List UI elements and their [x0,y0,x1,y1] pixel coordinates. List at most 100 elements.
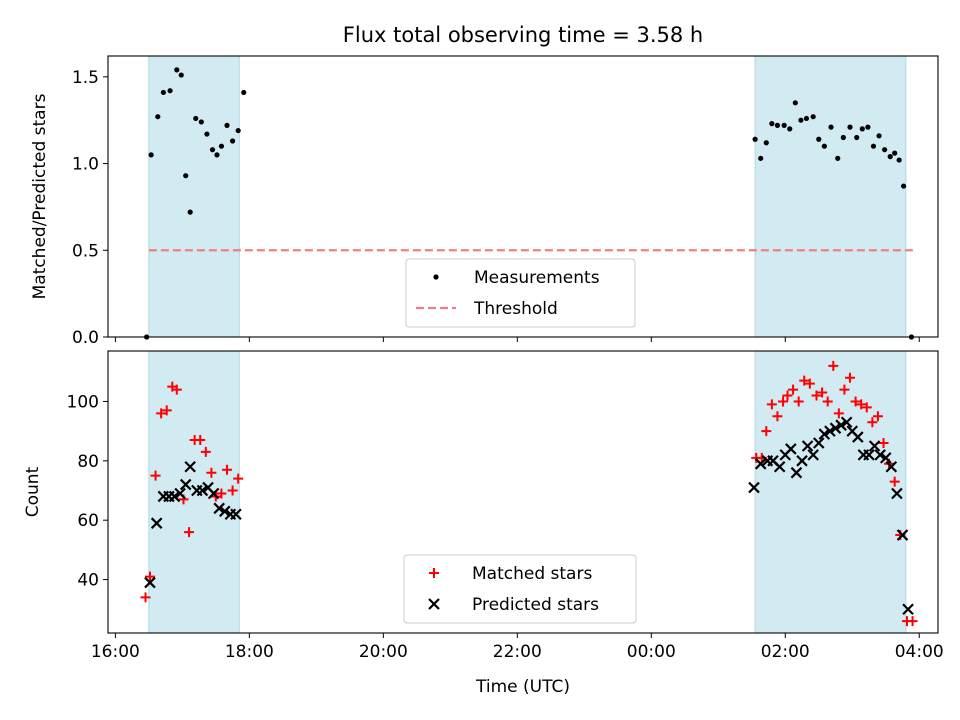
measurement-point [230,138,236,144]
predicted-star-point [174,487,186,500]
predicted-star-point [874,449,886,461]
measurement-point [803,115,810,122]
measurement-point [821,143,827,149]
predicted-star-point [428,598,440,610]
measurement-point [828,124,834,130]
predicted-star-point [829,422,842,434]
predicted-star-point [785,443,797,455]
measurement-point [854,134,860,141]
matched-star-point [761,426,772,437]
matched-star-point [782,390,793,401]
matched-star-point [195,435,206,446]
predicted-star-point [896,529,909,541]
matched-star-point [839,384,850,395]
measurement-point [198,119,204,125]
predicted-star-point [818,428,831,440]
observing-window-shade [754,55,907,338]
legend: Measurements Threshold [405,258,636,328]
matched-star-point [907,616,918,627]
predicted-star-point [748,481,760,494]
x-tick-label: 18:00 [225,642,274,662]
predicted-star-point [773,460,786,473]
y-tick-label: 1.5 [72,68,99,88]
measurement-point [847,124,853,130]
matched-star-point [144,571,155,582]
measurement-point [224,122,230,128]
matched-star-point [429,568,439,578]
predicted-star-point [196,484,209,497]
predicted-star-point [790,466,803,479]
matched-star-point [156,408,167,419]
measurement-point [882,147,888,153]
measurement-point [865,124,871,130]
matched-star-point [233,473,244,484]
x-tick-label: 16:00 [91,642,140,662]
matched-star-point [845,372,856,383]
measurement-point [148,152,154,158]
measurement-point [204,131,210,137]
legend: Matched stars Predicted stars [403,554,637,624]
measurement-point [859,126,865,132]
measurement-point [887,154,893,160]
measurement-point [183,173,189,179]
measurement-point [752,136,758,142]
y-tick-label: 0.5 [72,241,99,261]
predicted-star-point [213,502,225,515]
matched-star-point [778,396,789,407]
measurement-point [840,134,846,141]
matched-star-point [817,387,828,398]
measurement-point [218,143,225,149]
measurement-point [763,140,769,146]
predicted-star-point [801,440,814,452]
measurement-point [241,89,247,96]
predicted-star-point [812,437,825,449]
measurement-point [178,72,184,78]
measurement-point [214,152,220,158]
predicted-star-point [219,505,231,518]
observing-window-shade [148,55,240,338]
measurement-point [810,114,816,120]
legend-entry: Predicted stars [472,595,599,615]
measurement-point [174,67,180,73]
measurement-point [769,121,775,127]
measurement-point [193,115,199,122]
matched-star-point [184,527,195,538]
predicted-star-point [879,452,892,464]
predicted-star-point [902,603,914,616]
measurement-point [167,88,173,94]
matched-star-point [799,375,810,386]
ratio-panel: 0.0 0.5 1.0 1.5 Matched/Predicted stars Flux … [30,23,939,348]
measurement-point [901,183,907,189]
legend-entry: Matched stars [472,564,592,584]
x-tick-label: 00:00 [627,642,676,662]
y-tick-label: 80 [77,452,99,472]
predicted-star-point [150,517,163,529]
measurement-point [209,147,216,153]
matched-star-point [822,396,833,407]
y-tick-label: 1.0 [72,155,99,175]
x-tick-label: 02:00 [761,642,810,662]
y-axis-label: Count [23,466,43,517]
predicted-star-point [796,455,808,467]
matched-star-point [889,476,900,487]
x-tick-label: 22:00 [493,642,542,662]
predicted-star-point [144,576,156,589]
legend-entry: Threshold [473,299,558,319]
axes-frame [107,55,939,338]
x-tick-label: 04:00 [895,642,944,662]
measurement-point [433,274,439,280]
x-tick-label: 20:00 [359,642,408,662]
y-tick-label: 40 [77,571,99,591]
matched-star-point [833,408,844,419]
chart-title: Flux total observing time = 3.58 h [343,23,703,47]
matched-star-point [216,488,227,499]
measurement-point [774,122,781,128]
x-axis-label: Time (UTC) [475,677,570,697]
measurement-point [160,89,166,96]
predicted-star-point [807,449,819,461]
matched-star-point [811,390,822,401]
measurement-point [896,157,902,163]
matched-star-point [200,446,211,457]
measurement-point [792,100,798,106]
